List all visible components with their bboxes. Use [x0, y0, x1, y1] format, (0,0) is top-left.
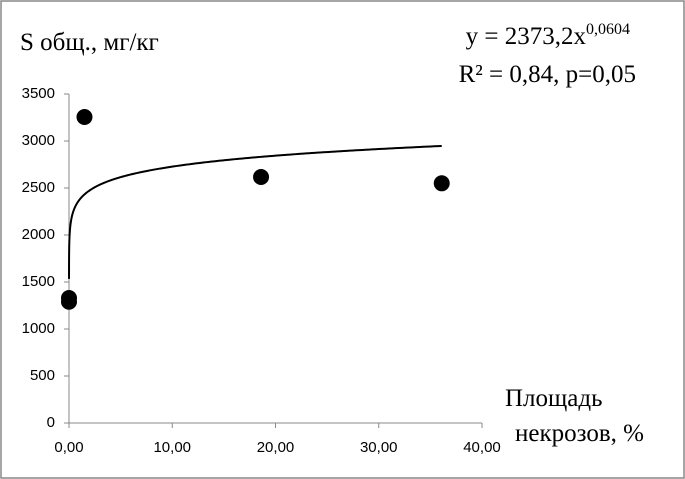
equation-exponent: 0,0604	[586, 21, 630, 38]
y-tick-label: 500	[30, 367, 55, 384]
x-tick-label: 10,00	[153, 439, 191, 456]
x-tick-label: 40,00	[463, 439, 501, 456]
x-tick-label: 30,00	[360, 439, 398, 456]
y-tick-label: 1000	[22, 320, 55, 337]
equation: y = 2373,2x0,0604	[466, 21, 630, 50]
y-tick-label: 1500	[22, 273, 55, 290]
y-tick-label: 0	[47, 414, 55, 431]
y-axis-label: S общ., мг/кг	[20, 29, 159, 56]
point	[76, 109, 93, 126]
trendline	[68, 144, 442, 279]
x-tick-label: 0,00	[54, 439, 83, 456]
y-tick-label: 2500	[22, 179, 55, 196]
x-axis-label: Площадь	[505, 385, 603, 412]
point	[61, 293, 77, 310]
x-axis-label: некрозов, %	[515, 420, 644, 447]
equation-text: y = 2373,2x	[466, 23, 587, 50]
y-tick-label: 2000	[22, 226, 55, 243]
y-tick-label: 3000	[22, 132, 55, 149]
y-tick-label: 3500	[22, 85, 55, 102]
x-tick-label: 20,00	[257, 439, 295, 456]
point	[433, 175, 450, 192]
point	[253, 169, 270, 186]
equation-stats: R² = 0,84, p=0,05	[459, 61, 636, 88]
